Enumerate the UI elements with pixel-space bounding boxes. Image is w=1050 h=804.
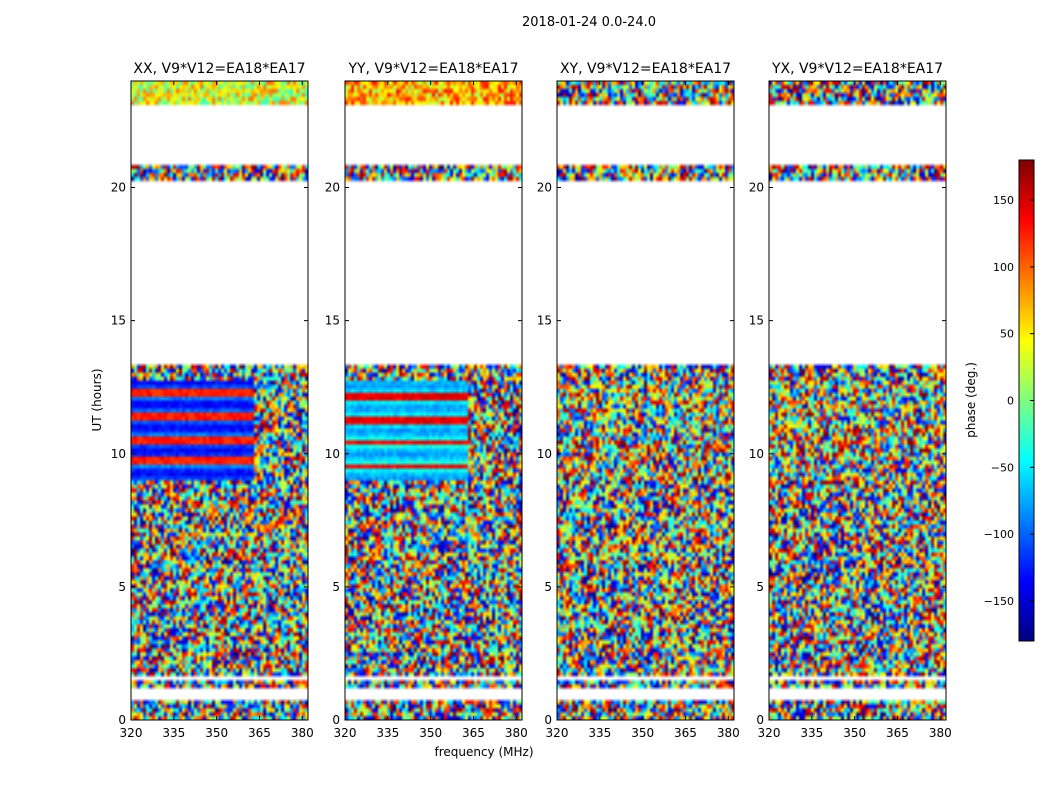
x-tick-label: 380 bbox=[291, 726, 314, 740]
colorbar-label: phase (deg.) bbox=[964, 362, 978, 438]
panel-title: XX, V9*V12=EA18*EA17 bbox=[133, 61, 305, 77]
panel-title: XY, V9*V12=EA18*EA17 bbox=[560, 61, 731, 77]
heatmap-image bbox=[557, 81, 734, 720]
x-tick-label: 365 bbox=[248, 726, 271, 740]
colorbar-tick-label: −150 bbox=[984, 595, 1014, 608]
y-tick-label: 0 bbox=[544, 713, 552, 727]
x-tick-label: 350 bbox=[205, 726, 228, 740]
axes-frame bbox=[556, 80, 735, 721]
y-tick-label: 5 bbox=[118, 580, 126, 594]
x-axis-label: frequency (MHz) bbox=[434, 745, 533, 759]
colorbar-tick-label: 100 bbox=[993, 261, 1014, 274]
axes-frame bbox=[768, 80, 947, 721]
figure-suptitle: 2018-01-24 0.0-24.0 bbox=[522, 15, 656, 30]
y-tick-label: 15 bbox=[749, 314, 764, 328]
y-tick-label: 0 bbox=[332, 713, 340, 727]
y-tick-label: 10 bbox=[325, 447, 340, 461]
x-tick-label: 350 bbox=[419, 726, 442, 740]
y-tick-label: 15 bbox=[537, 314, 552, 328]
panel-title: YY, V9*V12=EA18*EA17 bbox=[347, 61, 518, 77]
y-tick-label: 0 bbox=[756, 713, 764, 727]
y-tick-label: 20 bbox=[325, 181, 340, 195]
x-tick-label: 380 bbox=[717, 726, 740, 740]
heatmap-image bbox=[769, 81, 946, 720]
axes-frame bbox=[130, 80, 309, 721]
y-tick-label: 0 bbox=[118, 713, 126, 727]
y-axis-label: UT (hours) bbox=[90, 368, 104, 431]
x-tick-label: 320 bbox=[334, 726, 357, 740]
y-tick-label: 15 bbox=[111, 314, 126, 328]
heatmap-image bbox=[345, 81, 522, 720]
x-tick-label: 350 bbox=[631, 726, 654, 740]
colorbar-tick-label: −50 bbox=[991, 461, 1014, 474]
x-tick-label: 335 bbox=[588, 726, 611, 740]
panel-0: XX, V9*V12=EA18*EA17 320 335 350 365 380 0 5 10 1… bbox=[111, 61, 314, 740]
heatmap-image bbox=[131, 81, 308, 720]
colorbar: phase (deg.) 150 100 50 0 −50 −100 −150 bbox=[964, 159, 1035, 642]
y-tick-label: 10 bbox=[749, 447, 764, 461]
x-tick-label: 335 bbox=[162, 726, 185, 740]
panel-title: YX, V9*V12=EA18*EA17 bbox=[771, 61, 943, 77]
panel-3: YX, V9*V12=EA18*EA17 320 335 350 365 380 0 5 10 1… bbox=[749, 61, 952, 740]
y-tick-label: 5 bbox=[332, 580, 340, 594]
colorbar-tick-label: −100 bbox=[984, 528, 1014, 541]
panel-2: XY, V9*V12=EA18*EA17 320 335 350 365 380 0 5 10 1… bbox=[537, 61, 740, 740]
colorbar-tick-label: 150 bbox=[993, 194, 1014, 207]
y-tick-label: 5 bbox=[756, 580, 764, 594]
x-tick-label: 380 bbox=[505, 726, 528, 740]
colorbar-tick-label: 50 bbox=[1000, 328, 1014, 341]
x-tick-label: 365 bbox=[462, 726, 485, 740]
panels: XX, V9*V12=EA18*EA17 320 335 350 365 380 0 5 10 1… bbox=[111, 61, 952, 740]
y-tick-label: 20 bbox=[749, 181, 764, 195]
y-tick-label: 10 bbox=[537, 447, 552, 461]
y-tick-label: 10 bbox=[111, 447, 126, 461]
y-tick-label: 20 bbox=[537, 181, 552, 195]
x-tick-label: 365 bbox=[674, 726, 697, 740]
x-tick-label: 320 bbox=[546, 726, 569, 740]
x-tick-label: 365 bbox=[886, 726, 909, 740]
y-tick-label: 15 bbox=[325, 314, 340, 328]
panel-1: YY, V9*V12=EA18*EA17 320 335 350 365 380 0 5 10 1… bbox=[325, 61, 528, 740]
x-tick-label: 350 bbox=[843, 726, 866, 740]
x-tick-label: 320 bbox=[758, 726, 781, 740]
x-tick-label: 380 bbox=[929, 726, 952, 740]
x-tick-label: 320 bbox=[120, 726, 143, 740]
y-tick-label: 20 bbox=[111, 181, 126, 195]
colorbar-tick-label: 0 bbox=[1007, 395, 1014, 408]
axes-frame bbox=[344, 80, 523, 721]
x-tick-label: 335 bbox=[376, 726, 399, 740]
y-tick-label: 5 bbox=[544, 580, 552, 594]
x-tick-label: 335 bbox=[800, 726, 823, 740]
